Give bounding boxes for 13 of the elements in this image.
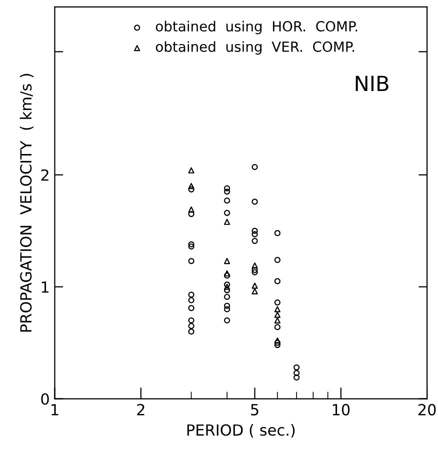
y-axis-title: PROPAGATION VELOCITY ( km/s ) xyxy=(20,74,34,332)
annotation: NIB xyxy=(356,76,388,92)
x-tick-label: 20 xyxy=(418,404,436,416)
x-tick-label: 5 xyxy=(251,404,258,416)
x-tick-label: 1 xyxy=(52,404,58,416)
x-tick-label: 2 xyxy=(137,404,144,416)
legend-label: obtained using HOR. COMP. xyxy=(156,20,358,34)
x-axis-title: PERIOD ( sec.) xyxy=(187,424,295,438)
legend-label: obtained using VER. COMP. xyxy=(156,41,354,55)
x-tick-label: 10 xyxy=(332,404,350,416)
y-tick-label: 1 xyxy=(42,281,48,293)
y-tick-label: 0 xyxy=(41,393,49,405)
y-tick-label: 2 xyxy=(41,169,48,181)
